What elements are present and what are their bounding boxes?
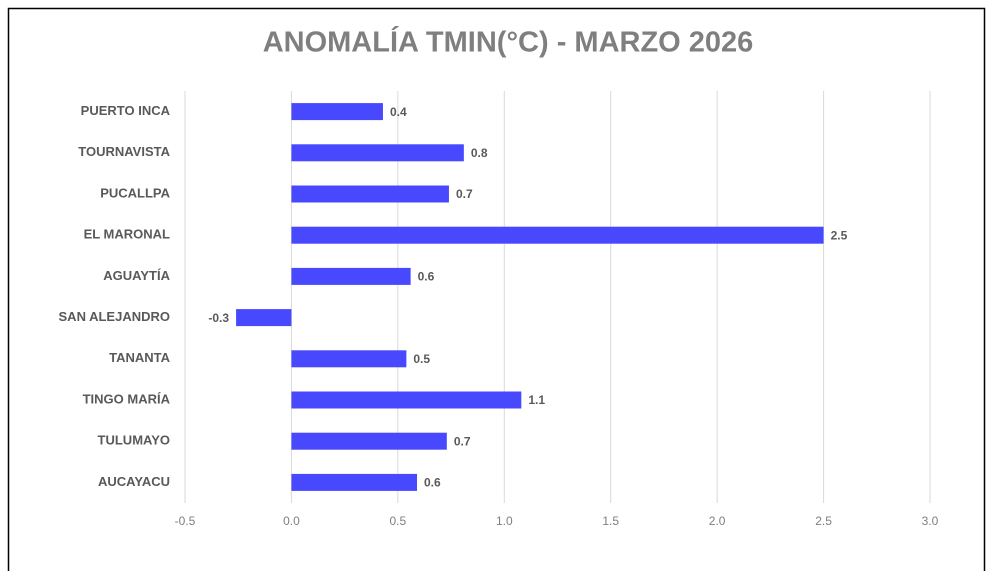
data-label: 0.7 bbox=[456, 187, 473, 201]
y-tick-label: EL MARONAL bbox=[84, 227, 170, 242]
chart-title: ANOMALÍA TMIN(°C) - MARZO 2026 bbox=[263, 25, 754, 59]
data-label: 0.6 bbox=[424, 476, 441, 490]
y-tick-label: SAN ALEJANDRO bbox=[59, 309, 170, 324]
x-tick-label: -0.5 bbox=[175, 514, 196, 528]
y-tick-label: TULUMAYO bbox=[98, 433, 170, 448]
y-tick-label: AGUAYTÍA bbox=[103, 268, 170, 283]
data-label: 1.1 bbox=[528, 393, 545, 407]
bar bbox=[291, 226, 824, 244]
bar bbox=[291, 473, 418, 491]
data-label: 0.8 bbox=[471, 146, 488, 160]
bar bbox=[291, 185, 449, 203]
bar bbox=[291, 432, 447, 450]
y-tick-label: TINGO MARÍA bbox=[83, 391, 171, 406]
data-label: 0.5 bbox=[413, 352, 430, 366]
x-tick-label: 1.5 bbox=[602, 514, 619, 528]
x-tick-label: 0.0 bbox=[283, 514, 300, 528]
bar bbox=[291, 350, 407, 368]
x-tick-label: 2.5 bbox=[815, 514, 832, 528]
x-tick-label: 3.0 bbox=[922, 514, 939, 528]
data-label: 0.7 bbox=[454, 434, 471, 448]
x-tick-label: 2.0 bbox=[709, 514, 726, 528]
bar bbox=[236, 309, 292, 327]
bar bbox=[291, 391, 522, 409]
bar bbox=[291, 144, 464, 162]
data-label: 2.5 bbox=[831, 228, 848, 242]
y-tick-label: AUCAYACU bbox=[98, 474, 170, 489]
bar bbox=[291, 267, 411, 285]
y-tick-label: PUERTO INCA bbox=[81, 103, 171, 118]
data-label: 0.6 bbox=[418, 270, 435, 284]
x-tick-label: 1.0 bbox=[496, 514, 513, 528]
y-tick-label: PUCALLPA bbox=[100, 185, 170, 200]
y-tick-label: TOURNAVISTA bbox=[78, 144, 170, 159]
x-tick-label: 0.5 bbox=[390, 514, 407, 528]
y-tick-label: TANANTA bbox=[109, 350, 171, 365]
chart-frame bbox=[7, 7, 986, 571]
bar bbox=[291, 103, 383, 121]
data-label: -0.3 bbox=[208, 311, 229, 325]
data-label: 0.4 bbox=[390, 105, 407, 119]
